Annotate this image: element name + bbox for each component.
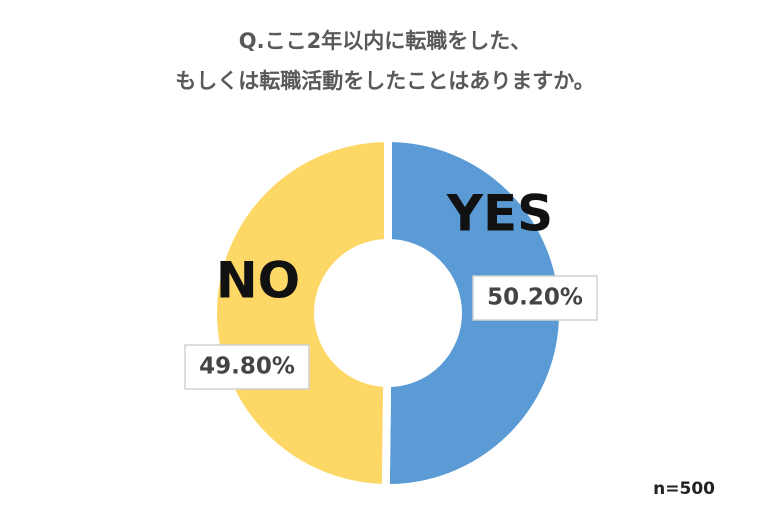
sample-note: n=500 (653, 479, 715, 499)
value-label: 49.80% (199, 354, 295, 380)
donut-slice (209, 133, 392, 493)
category-label: NO (216, 252, 300, 310)
value-label-box (184, 344, 310, 390)
value-label-box (472, 275, 598, 321)
category-label: YES (446, 185, 553, 243)
value-label: 50.20% (487, 285, 583, 311)
chart-title: Q.ここ2年以内に転職をした、 (239, 29, 531, 53)
chart-title: もしくは転職活動をしたことはありますか。 (175, 69, 595, 93)
